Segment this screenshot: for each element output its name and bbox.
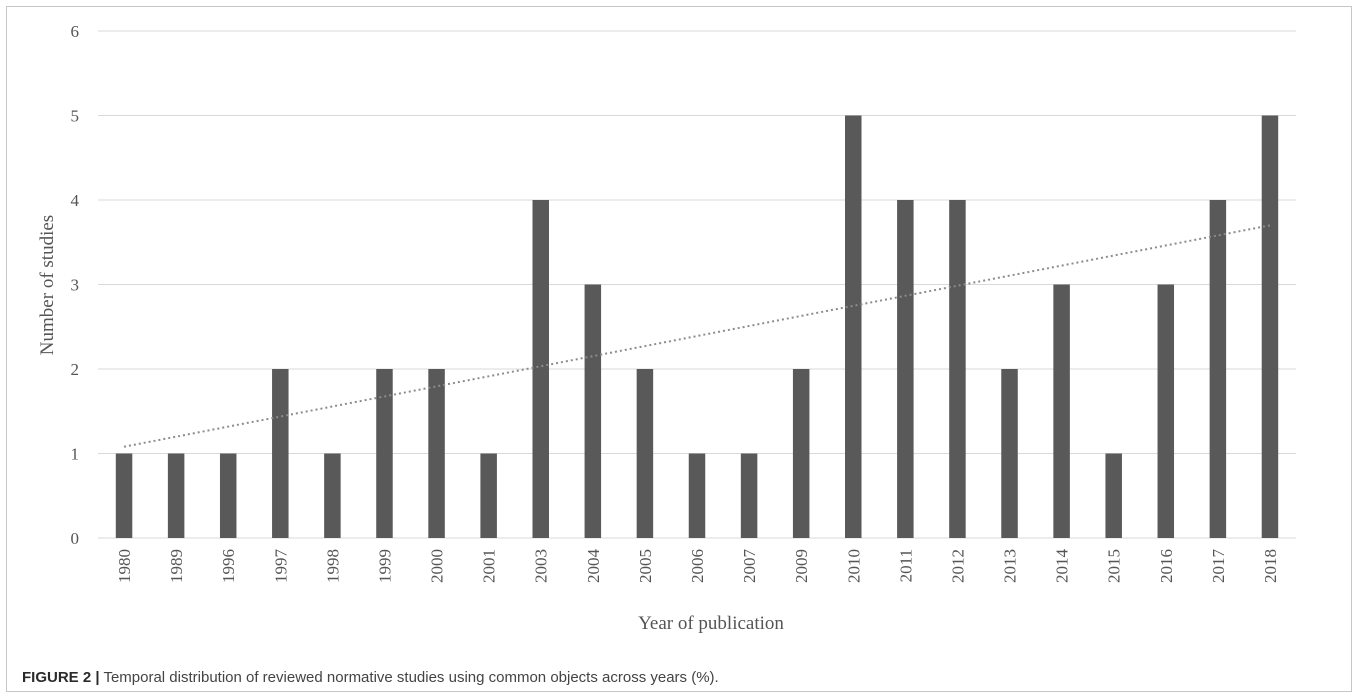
y-tick-label: 2 — [71, 360, 80, 379]
x-tick-label: 1996 — [219, 549, 238, 583]
x-tick-label: 2015 — [1105, 549, 1124, 583]
gridlines — [98, 30, 1296, 539]
bar-2004 — [584, 284, 602, 538]
figure-frame — [6, 6, 1352, 692]
x-tick-label: 2013 — [1001, 549, 1020, 583]
bar-2007 — [740, 453, 758, 538]
y-tick-label: 5 — [71, 107, 80, 126]
x-axis-title: Year of publication — [638, 613, 784, 634]
bar-2003 — [532, 200, 549, 538]
bar-chart: 0 1 2 3 4 5 6 1980 1989 1996 1997 1998 1999 2000 2001… — [37, 22, 1296, 634]
bar-2017 — [1209, 200, 1227, 538]
bar-1997 — [272, 369, 289, 538]
x-tick-label: 2005 — [636, 549, 655, 583]
x-tick-label: 2004 — [584, 549, 603, 584]
bars — [115, 115, 1279, 538]
x-tick-label: 1997 — [271, 549, 290, 584]
bar-2014 — [1053, 284, 1070, 538]
bar-1999 — [376, 369, 393, 538]
x-tick-label: 2014 — [1053, 549, 1072, 584]
figure-caption: FIGURE 2 | Temporal distribution of revi… — [22, 669, 719, 686]
x-tick-label: 2007 — [740, 549, 759, 584]
x-tick-label: 2018 — [1261, 549, 1280, 583]
y-tick-label: 0 — [71, 529, 80, 548]
trendline — [123, 224, 1271, 448]
x-tick-label: 2003 — [532, 549, 551, 583]
x-tick-label: 2006 — [688, 549, 707, 583]
y-tick-label: 3 — [71, 276, 80, 295]
x-tick-label: 2017 — [1209, 549, 1228, 584]
bar-2000 — [428, 369, 445, 538]
bar-2001 — [480, 453, 497, 538]
y-tick-label: 1 — [71, 445, 80, 464]
x-tick-label: 2012 — [948, 549, 967, 583]
bar-2005 — [636, 369, 654, 538]
y-axis-ticks: 0 1 2 3 4 5 6 — [71, 22, 80, 548]
bar-2018 — [1261, 115, 1279, 538]
caption-text: Temporal distribution of reviewed normat… — [99, 669, 719, 686]
x-tick-label: 1989 — [167, 549, 186, 583]
figure-label: FIGURE 2 | — [22, 669, 100, 686]
x-axis-ticks: 1980 1989 1996 1997 1998 1999 2000 2001 2003 2004… — [115, 549, 1280, 584]
x-tick-label: 1980 — [115, 549, 134, 583]
bar-1996 — [219, 453, 237, 538]
y-tick-label: 4 — [71, 191, 80, 210]
bar-1980 — [115, 453, 133, 538]
bar-1989 — [167, 453, 185, 538]
bar-2015 — [1105, 453, 1122, 538]
y-tick-label: 6 — [71, 22, 80, 41]
x-tick-label: 1998 — [323, 549, 342, 583]
x-tick-label: 2001 — [480, 549, 499, 583]
x-tick-label: 2009 — [792, 549, 811, 583]
bar-2013 — [1001, 369, 1018, 538]
bar-2010 — [845, 115, 862, 538]
x-tick-label: 2016 — [1157, 549, 1176, 583]
bar-2011 — [897, 200, 914, 538]
bar-2016 — [1157, 284, 1175, 538]
bar-2006 — [688, 453, 706, 538]
y-axis-title: Number of studies — [37, 215, 58, 355]
x-tick-label: 1999 — [375, 549, 394, 583]
x-tick-label: 2011 — [896, 549, 915, 582]
x-tick-label: 2000 — [428, 549, 447, 583]
bar-2012 — [949, 200, 966, 538]
x-tick-label: 2010 — [844, 549, 863, 583]
bar-2009 — [792, 369, 810, 538]
bar-1998 — [324, 453, 341, 538]
